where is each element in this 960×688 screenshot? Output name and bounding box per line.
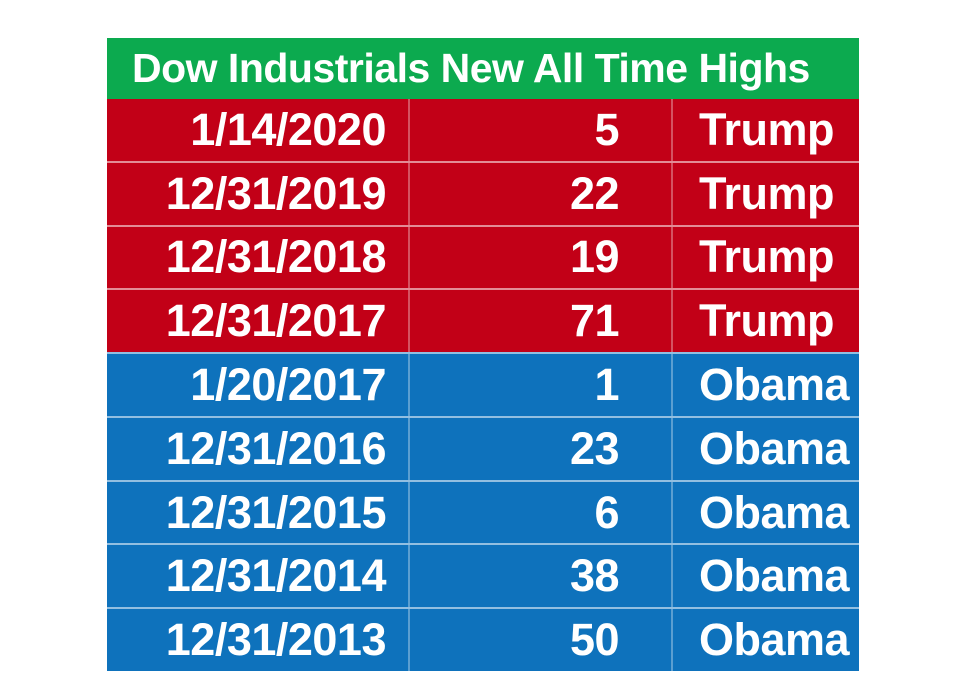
- cell-new-highs: 50: [410, 609, 673, 672]
- table-title: Dow Industrials New All Time Highs: [107, 38, 859, 99]
- table-row: 1/20/2017 1 Obama: [107, 352, 859, 416]
- table-row: 12/31/2019 22 Trump: [107, 160, 859, 225]
- cell-date: 12/31/2016: [107, 417, 410, 480]
- cell-date: 1/20/2017: [107, 354, 410, 416]
- cell-president: Trump: [699, 103, 835, 155]
- cell-date: 12/31/2014: [107, 545, 410, 608]
- table-row: 1/14/2020 5 Trump: [107, 99, 859, 161]
- cell-date: 12/31/2019: [107, 162, 410, 225]
- cell-new-highs: 22: [410, 162, 673, 225]
- cell-president: Obama: [699, 550, 850, 602]
- cell-president: Trump: [699, 231, 835, 283]
- table-body: 1/14/2020 5 Trump 12/31/2019 22 Trump 12…: [107, 99, 859, 672]
- cell-new-highs: 71: [410, 290, 673, 353]
- cell-new-highs: 23: [410, 417, 673, 480]
- table-row: 12/31/2016 23 Obama: [107, 415, 859, 480]
- cell-date: 12/31/2015: [107, 481, 410, 544]
- table-row: 12/31/2017 71 Trump: [107, 288, 859, 353]
- cell-date: 1/14/2020: [107, 99, 410, 161]
- cell-new-highs: 19: [410, 226, 673, 289]
- cell-president: Obama: [699, 614, 850, 666]
- table-row: 12/31/2013 50 Obama: [107, 607, 859, 672]
- cell-date: 12/31/2018: [107, 226, 410, 289]
- cell-new-highs: 6: [410, 481, 673, 544]
- cell-president: Obama: [699, 486, 850, 538]
- table-row: 12/31/2015 6 Obama: [107, 479, 859, 544]
- table-title-text: Dow Industrials New All Time Highs: [132, 45, 810, 91]
- cell-president: Trump: [699, 167, 835, 219]
- cell-president: Obama: [699, 422, 850, 474]
- cell-president: Trump: [699, 295, 835, 347]
- cell-new-highs: 1: [410, 354, 673, 416]
- cell-president: Obama: [699, 359, 850, 411]
- cell-date: 12/31/2017: [107, 290, 410, 353]
- table-row: 12/31/2014 38 Obama: [107, 543, 859, 608]
- dow-highs-table: Dow Industrials New All Time Highs 1/14/…: [107, 38, 859, 672]
- cell-date: 12/31/2013: [107, 609, 410, 672]
- cell-new-highs: 38: [410, 545, 673, 608]
- cell-new-highs: 5: [410, 99, 673, 161]
- table-row: 12/31/2018 19 Trump: [107, 224, 859, 289]
